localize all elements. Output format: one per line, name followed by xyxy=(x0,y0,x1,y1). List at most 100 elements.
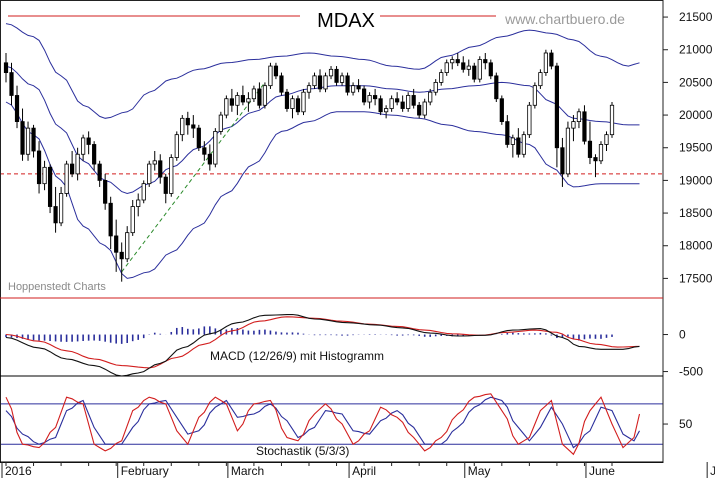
candle-body xyxy=(417,104,422,116)
candle xyxy=(516,128,521,158)
price-y-tick-label: 19500 xyxy=(679,141,713,155)
candle-body xyxy=(477,59,482,80)
candle-body xyxy=(494,75,499,100)
candle-body xyxy=(361,88,367,103)
candle-body xyxy=(527,104,532,136)
candle-body xyxy=(554,65,560,149)
candle-body xyxy=(483,59,488,64)
macd-y-tick-label: 0 xyxy=(679,328,686,342)
candle-body xyxy=(213,130,218,165)
candle xyxy=(246,92,251,112)
candle xyxy=(494,72,499,102)
price-y-tick-label: 18000 xyxy=(679,239,713,253)
x-tick-label: February xyxy=(121,464,169,478)
candle xyxy=(36,141,42,194)
candle-body xyxy=(560,147,565,175)
candle xyxy=(235,92,240,116)
candle xyxy=(158,154,163,184)
candle-body xyxy=(3,62,9,73)
candle xyxy=(361,85,367,106)
bollinger-lower-band xyxy=(5,101,640,279)
candle-body xyxy=(58,193,64,224)
candle-body xyxy=(163,176,168,194)
candle-body xyxy=(53,206,58,224)
candle xyxy=(301,88,306,116)
candle xyxy=(461,56,466,73)
candle-body xyxy=(180,117,185,136)
candle xyxy=(609,102,615,138)
candle-body xyxy=(75,153,80,175)
candle-body xyxy=(284,91,290,109)
candle-body xyxy=(576,111,582,123)
candle xyxy=(345,72,350,96)
chart-title: MDAX xyxy=(317,10,375,32)
candle-body xyxy=(598,144,604,162)
x-tick-label: 2016 xyxy=(5,464,32,478)
candle-body xyxy=(141,183,146,201)
candle xyxy=(42,160,47,191)
candle xyxy=(70,151,75,178)
candle-body xyxy=(103,179,108,204)
candle-body xyxy=(356,85,361,90)
candle-body xyxy=(345,75,350,93)
candle-body xyxy=(521,134,526,155)
macd-line xyxy=(5,313,640,377)
candle-body xyxy=(14,95,20,123)
x-tick-label: June xyxy=(589,464,615,478)
candle xyxy=(262,82,268,109)
candle-body xyxy=(312,75,317,87)
candle-body xyxy=(472,65,477,80)
candle xyxy=(125,226,130,263)
candle xyxy=(31,124,36,158)
candle-body xyxy=(47,166,53,207)
candle xyxy=(400,95,405,112)
candle xyxy=(455,53,460,67)
candle xyxy=(229,88,234,112)
candle xyxy=(339,72,345,86)
stoch-y-tick-label: 50 xyxy=(679,417,693,431)
price-y-tick-label: 21000 xyxy=(679,43,713,57)
watermark-text: www.chartbuero.de xyxy=(504,11,625,27)
candle-body xyxy=(450,59,455,64)
candle xyxy=(191,115,196,138)
candle xyxy=(47,164,53,214)
candle xyxy=(323,72,328,93)
candle xyxy=(422,98,427,119)
candle-body xyxy=(279,75,284,93)
candle-body xyxy=(136,199,141,207)
bollinger-upper-band xyxy=(5,23,640,119)
candle-body xyxy=(152,160,157,165)
candle xyxy=(538,69,543,89)
candle xyxy=(75,147,80,181)
candle-body xyxy=(202,147,207,155)
candle xyxy=(86,131,91,155)
macd-signal-line xyxy=(5,316,640,369)
candle xyxy=(273,62,279,80)
candle xyxy=(174,131,179,161)
candle-body xyxy=(384,108,389,113)
candle-body xyxy=(130,206,135,234)
candle xyxy=(103,173,108,210)
candle xyxy=(81,134,86,161)
candle xyxy=(477,56,482,83)
candle xyxy=(9,62,14,106)
candle xyxy=(64,160,69,197)
candle-body xyxy=(444,62,449,73)
candle xyxy=(378,95,383,116)
candle xyxy=(505,115,510,148)
candle-body xyxy=(422,101,427,116)
candle-body xyxy=(367,95,372,103)
candle xyxy=(510,134,515,158)
candle-body xyxy=(20,121,25,155)
candle xyxy=(395,92,400,106)
candle xyxy=(587,121,593,165)
candle xyxy=(472,62,477,83)
stochastic-k-line xyxy=(5,393,641,456)
candle xyxy=(218,111,223,135)
candle xyxy=(279,72,284,96)
candle-body xyxy=(158,160,163,178)
candle-body xyxy=(92,144,97,165)
price-y-tick-label: 21500 xyxy=(679,10,713,24)
candle xyxy=(152,151,157,171)
